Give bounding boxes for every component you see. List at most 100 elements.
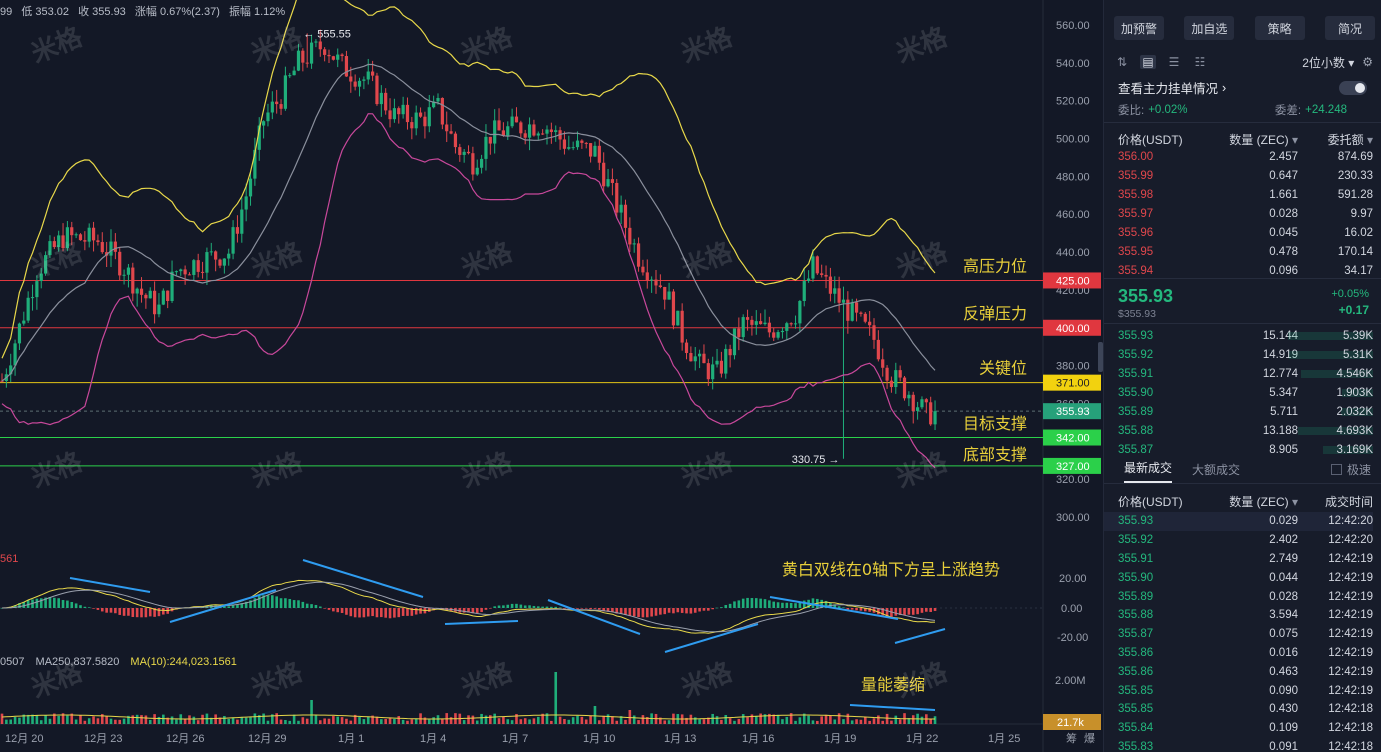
y-tick-label: 500.00 bbox=[1056, 134, 1090, 146]
add-alert-button[interactable]: 加预警 bbox=[1114, 16, 1164, 40]
macd-histogram-bar bbox=[510, 603, 514, 608]
volume-bar bbox=[589, 715, 592, 724]
depth-bar bbox=[1322, 445, 1373, 454]
volume-bar bbox=[850, 720, 854, 724]
volume-bar bbox=[118, 719, 122, 724]
trade-row[interactable]: 355.87 0.075 12:42:19 bbox=[1118, 625, 1373, 644]
trade-row[interactable]: 355.84 0.109 12:42:18 bbox=[1118, 719, 1373, 738]
orderbook-main-link[interactable]: 查看主力挂单情况 › bbox=[1118, 78, 1367, 97]
candle-body bbox=[519, 122, 523, 134]
bid-row[interactable]: 355.91 12.774 4.546K bbox=[1118, 364, 1373, 383]
trade-row[interactable]: 355.85 0.430 12:42:18 bbox=[1118, 700, 1373, 719]
volume-bar bbox=[580, 716, 584, 724]
macd-histogram-bar bbox=[271, 595, 274, 608]
strategy-button[interactable]: 策略 bbox=[1254, 16, 1305, 40]
ob-header-qty[interactable]: 数量 (ZEC) ▾ bbox=[1229, 133, 1298, 147]
macd-histogram-bar bbox=[698, 608, 701, 612]
macd-histogram-bar bbox=[933, 608, 937, 611]
tr-header-qty[interactable]: 数量 (ZEC) ▾ bbox=[1229, 495, 1298, 509]
candle-body bbox=[196, 260, 200, 272]
volume-bar bbox=[61, 713, 65, 724]
change-absolute: +0.17 bbox=[1338, 303, 1369, 317]
trade-price: 355.90 bbox=[1118, 571, 1154, 584]
x-tick-label: 1月 19 bbox=[824, 733, 856, 745]
macd-histogram-bar bbox=[641, 608, 645, 618]
trades-header: 价格(USDT) 数量 (ZEC) ▾ 成交时间 bbox=[1118, 493, 1373, 510]
trade-time: 12:42:20 bbox=[1328, 534, 1373, 547]
macd-histogram-bar bbox=[388, 608, 392, 619]
trade-row[interactable]: 355.88 3.594 12:42:19 bbox=[1118, 606, 1373, 625]
candle-body bbox=[432, 101, 436, 108]
ask-row[interactable]: 355.99 0.647 230.33 bbox=[1118, 166, 1373, 185]
candle-body bbox=[567, 147, 571, 149]
add-watchlist-button[interactable]: 加自选 bbox=[1184, 16, 1235, 40]
candle-body bbox=[728, 348, 732, 356]
bid-row[interactable]: 355.87 8.905 3.169K bbox=[1118, 440, 1373, 459]
decimal-select[interactable]: 2位小数 ▾ bbox=[1302, 55, 1355, 70]
trade-row[interactable]: 355.86 0.016 12:42:19 bbox=[1118, 644, 1373, 663]
trade-row[interactable]: 355.92 2.402 12:42:20 bbox=[1118, 531, 1373, 550]
candle-body bbox=[244, 196, 248, 210]
main-orders-toggle[interactable] bbox=[1339, 80, 1367, 95]
ask-row[interactable]: 355.97 0.028 9.97 bbox=[1118, 204, 1373, 223]
macd-histogram-bar bbox=[109, 608, 113, 613]
macd-histogram-bar bbox=[907, 608, 911, 615]
overview-button[interactable]: 简况 bbox=[1324, 16, 1375, 40]
gear-icon[interactable]: ⚙ bbox=[1362, 55, 1373, 69]
trade-row[interactable]: 355.89 0.028 12:42:19 bbox=[1118, 587, 1373, 606]
macd-histogram-bar bbox=[35, 598, 39, 608]
x-tick-label: 1月 25 bbox=[988, 733, 1020, 745]
ask-row[interactable]: 355.96 0.045 16.02 bbox=[1118, 223, 1373, 242]
orderbook-split-icon[interactable]: ▤ bbox=[1140, 55, 1156, 69]
trade-row[interactable]: 355.93 0.029 12:42:20 bbox=[1104, 512, 1373, 531]
candle-body bbox=[384, 92, 388, 111]
volume-bar bbox=[781, 719, 784, 724]
ask-row[interactable]: 355.95 0.478 170.14 bbox=[1118, 242, 1373, 261]
orderbook-both-icon[interactable]: ⇅ bbox=[1116, 55, 1128, 69]
tab-large-trades[interactable]: 大额成交 bbox=[1192, 463, 1241, 477]
macd-histogram-bar bbox=[380, 608, 383, 618]
macd-histogram-bar bbox=[632, 608, 636, 617]
macd-histogram-bar bbox=[314, 604, 318, 608]
trade-row[interactable]: 355.83 0.091 12:42:18 bbox=[1118, 738, 1373, 752]
candle-body bbox=[418, 112, 423, 117]
volume-bar bbox=[602, 715, 605, 724]
orderbook-asks-icon[interactable]: ☷ bbox=[1194, 55, 1206, 69]
trade-row[interactable]: 355.91 2.749 12:42:19 bbox=[1118, 550, 1373, 569]
bid-total: 4.546K bbox=[1298, 368, 1373, 380]
ask-row[interactable]: 355.94 0.096 34.17 bbox=[1118, 261, 1373, 280]
ask-price: 355.94 bbox=[1118, 264, 1154, 277]
bid-row[interactable]: 355.93 15.144 5.39K bbox=[1118, 326, 1373, 345]
orderbook-bids-icon[interactable]: ☰ bbox=[1168, 55, 1180, 69]
trade-row[interactable]: 355.85 0.090 12:42:19 bbox=[1118, 681, 1373, 700]
trade-time: 12:42:19 bbox=[1328, 628, 1373, 641]
price-chart[interactable]: 560.00 540.00 520.00 500.00 480.00 460.00 440.… bbox=[0, 0, 1103, 752]
chevron-right-icon: › bbox=[1222, 80, 1227, 95]
chart-area[interactable]: 560.00 540.00 520.00 500.00 480.00 460.00 440.… bbox=[0, 0, 1103, 752]
trade-row[interactable]: 355.86 0.463 12:42:19 bbox=[1118, 662, 1373, 681]
macd-tick: 20.00 bbox=[1059, 573, 1087, 585]
fast-checkbox[interactable]: 极速 bbox=[1330, 461, 1371, 483]
bid-row[interactable]: 355.88 13.188 4.693K bbox=[1118, 421, 1373, 440]
bid-row[interactable]: 355.89 5.711 2.032K bbox=[1118, 402, 1373, 421]
candle-body bbox=[894, 370, 898, 388]
last-price-block: 355.93 $355.93 +0.05% +0.17 bbox=[1104, 278, 1381, 324]
trade-time: 12:42:19 bbox=[1328, 571, 1373, 584]
candle-body bbox=[44, 255, 48, 274]
volume-bar bbox=[506, 719, 510, 724]
candle-body bbox=[911, 394, 915, 411]
ask-row[interactable]: 356.00 2.457 874.69 bbox=[1118, 147, 1373, 166]
ob-header-total[interactable]: 委托额 ▾ bbox=[1327, 133, 1373, 147]
bid-qty: 15.144 bbox=[1262, 329, 1298, 342]
bid-row[interactable]: 355.92 14.919 5.31K bbox=[1118, 345, 1373, 364]
candle-body bbox=[671, 291, 676, 326]
tab-latest-trades[interactable]: 最新成交 bbox=[1124, 459, 1173, 483]
candle-body bbox=[392, 108, 396, 120]
trade-row[interactable]: 355.90 0.044 12:42:19 bbox=[1118, 568, 1373, 587]
macd-histogram-bar bbox=[127, 608, 130, 616]
bid-row[interactable]: 355.90 5.347 1.903K bbox=[1118, 383, 1373, 402]
macd-histogram-bar bbox=[118, 608, 122, 615]
volume-bar bbox=[380, 719, 383, 724]
ask-row[interactable]: 355.98 1.661 591.28 bbox=[1118, 185, 1373, 204]
macd-histogram-bar bbox=[157, 608, 161, 617]
